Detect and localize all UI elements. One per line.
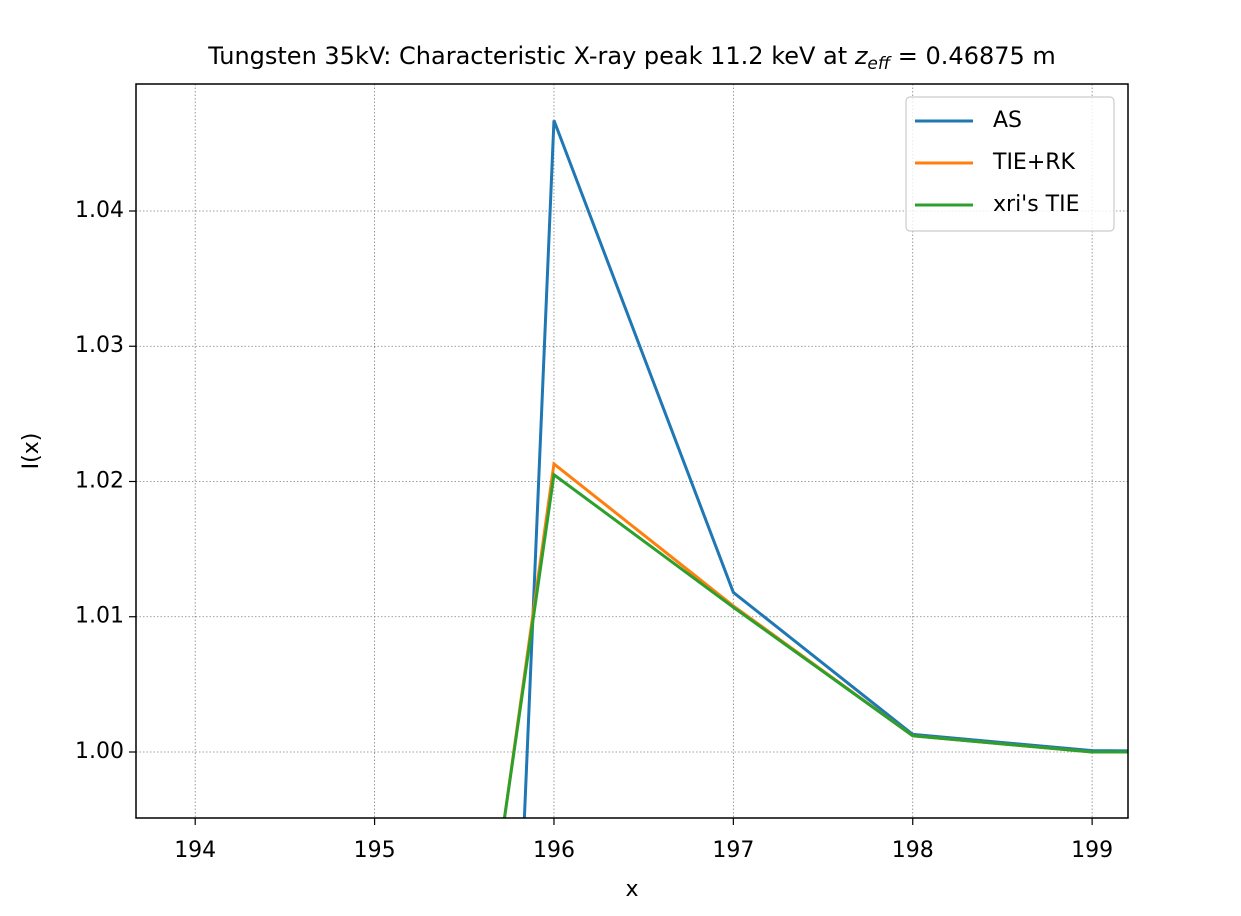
- legend-label: xri's TIE: [993, 192, 1080, 217]
- y-tick-label: 1.01: [75, 604, 124, 629]
- y-tick-label: 1.00: [75, 739, 124, 764]
- y-tick-label: 1.04: [75, 198, 124, 223]
- legend-label: AS: [993, 108, 1022, 133]
- series-line: [502, 472, 1128, 818]
- x-tick-label: 197: [712, 838, 754, 863]
- title-sub: eff: [867, 54, 891, 74]
- title-text: = 0.46875 m: [890, 42, 1056, 70]
- y-tick-label: 1.03: [75, 333, 124, 358]
- x-axis-label: x: [625, 877, 638, 902]
- chart-title: Tungsten 35kV: Characteristic X-ray peak…: [207, 42, 1056, 74]
- legend-box: [905, 96, 1115, 232]
- title-var: z: [854, 42, 869, 70]
- y-axis-label: I(x): [19, 433, 44, 470]
- x-tick-label: 196: [533, 838, 575, 863]
- y-tick-label: 1.02: [75, 468, 124, 493]
- x-tick-label: 199: [1071, 838, 1113, 863]
- x-tick-label: 198: [892, 838, 934, 863]
- x-tick-label: 195: [354, 838, 396, 863]
- series-line: [522, 119, 1128, 818]
- x-tick-label: 194: [174, 838, 216, 863]
- plot-lines: [502, 119, 1128, 818]
- legend-label: TIE+RK: [992, 150, 1076, 175]
- title-text: Tungsten 35kV: Characteristic X-ray peak…: [207, 42, 855, 70]
- plot-frame: [135, 83, 1129, 819]
